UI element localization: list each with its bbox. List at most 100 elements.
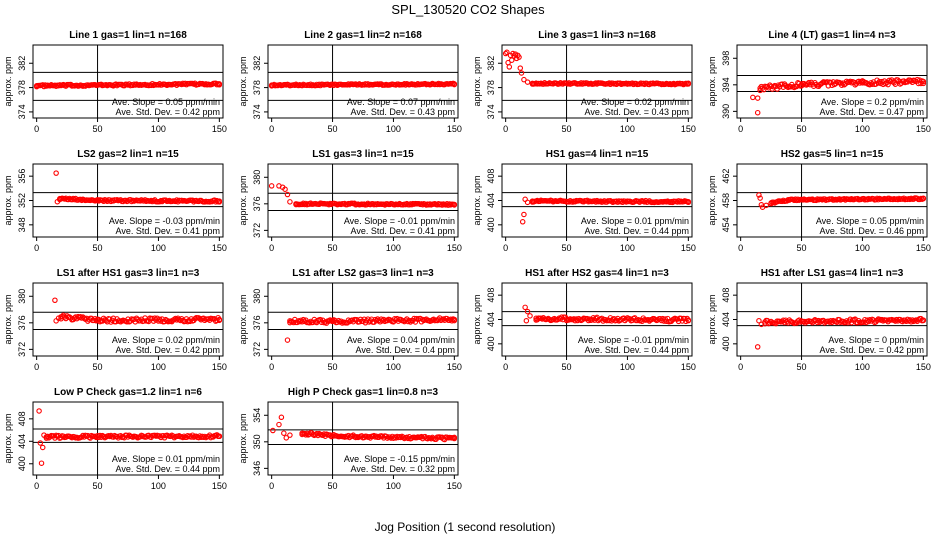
data-point bbox=[287, 199, 293, 205]
y-tick-label: 350 bbox=[252, 434, 262, 449]
data-point bbox=[345, 317, 352, 323]
data-point bbox=[81, 315, 87, 321]
y-tick-label: 458 bbox=[721, 193, 731, 208]
data-point bbox=[201, 433, 208, 440]
ave-std-dev-text: Ave. Std. Dev. = 0.43 ppm bbox=[351, 107, 455, 117]
data-point bbox=[909, 317, 916, 323]
data-point bbox=[124, 319, 130, 325]
data-point bbox=[524, 308, 531, 315]
y-tick-label: 356 bbox=[17, 169, 27, 184]
data-point bbox=[795, 196, 801, 202]
data-point bbox=[516, 54, 522, 60]
ave-std-dev-text: Ave. Std. Dev. = 0.43 ppm bbox=[585, 107, 689, 117]
chart-panel-10: LS1 after LS2 gas=3 lin=1 n=3 0 50 100 150 37… bbox=[238, 268, 462, 372]
chart-panel-6: LS1 gas=3 lin=1 n=15 0 50 100 150 372 376 380 ap… bbox=[238, 149, 462, 253]
x-tick-label: 50 bbox=[93, 481, 103, 491]
data-point bbox=[895, 77, 901, 83]
y-tick-label: 462 bbox=[721, 169, 731, 184]
y-tick-label: 378 bbox=[17, 80, 27, 95]
data-point bbox=[42, 82, 48, 88]
data-point bbox=[521, 211, 527, 218]
data-point bbox=[506, 64, 513, 70]
x-tick-label: 100 bbox=[855, 243, 870, 253]
data-point bbox=[445, 202, 452, 208]
x-tick-label: 100 bbox=[855, 362, 870, 372]
ave-std-dev-text: Ave. Std. Dev. = 0.47 ppm bbox=[820, 107, 924, 117]
data-point bbox=[754, 95, 761, 101]
y-axis-label: approx. ppm bbox=[238, 294, 248, 344]
data-point bbox=[521, 76, 527, 83]
x-tick-label: 50 bbox=[562, 243, 572, 253]
y-tick-label: 380 bbox=[17, 289, 27, 304]
ave-std-dev-text: Ave. Std. Dev. = 0.32 ppm bbox=[351, 464, 455, 474]
ave-std-dev-text: Ave. Std. Dev. = 0.4 ppm bbox=[356, 345, 455, 355]
ave-slope-text: Ave. Slope = 0.01 ppm/min bbox=[112, 454, 220, 464]
data-point bbox=[919, 196, 925, 202]
chart-panel-5: LS2 gas=2 lin=1 n=15 0 50 100 150 348 352 356 ap… bbox=[3, 149, 227, 253]
x-tick-label: 150 bbox=[212, 481, 227, 491]
data-point bbox=[400, 434, 406, 440]
data-point bbox=[754, 109, 761, 116]
x-tick-label: 0 bbox=[738, 362, 743, 372]
x-tick-label: 100 bbox=[855, 124, 870, 134]
data-point bbox=[197, 315, 203, 322]
y-tick-label: 376 bbox=[252, 196, 262, 211]
panel-title: Low P Check gas=1.2 lin=1 n=6 bbox=[54, 387, 202, 398]
x-tick-label: 150 bbox=[212, 362, 227, 372]
data-point bbox=[65, 196, 72, 203]
x-tick-label: 50 bbox=[328, 124, 338, 134]
data-point bbox=[284, 337, 291, 343]
y-tick-label: 400 bbox=[17, 456, 27, 471]
data-point bbox=[920, 195, 927, 202]
data-point bbox=[504, 49, 510, 56]
data-point bbox=[556, 81, 562, 87]
data-point bbox=[278, 414, 285, 421]
x-tick-label: 0 bbox=[269, 362, 274, 372]
x-tick-label: 100 bbox=[151, 362, 166, 372]
x-tick-label: 50 bbox=[562, 362, 572, 372]
data-point bbox=[623, 316, 629, 322]
x-tick-label: 150 bbox=[916, 243, 931, 253]
data-point bbox=[270, 427, 276, 434]
chart-panel-1: Line 1 gas=1 lin=1 n=168 0 50 100 150 374 378 3… bbox=[3, 30, 227, 134]
data-point bbox=[758, 321, 765, 328]
x-tick-label: 150 bbox=[212, 243, 227, 253]
y-tick-label: 408 bbox=[486, 169, 496, 184]
ave-slope-text: Ave. Slope = 0.07 ppm/min bbox=[347, 97, 455, 107]
data-point bbox=[566, 317, 572, 323]
data-point bbox=[450, 80, 456, 87]
y-tick-label: 372 bbox=[252, 342, 262, 357]
x-tick-label: 0 bbox=[738, 243, 743, 253]
data-point bbox=[880, 318, 886, 324]
y-tick-label: 378 bbox=[252, 80, 262, 95]
plot-frame bbox=[32, 44, 224, 119]
panel-title: HS2 gas=5 lin=1 n=15 bbox=[781, 149, 884, 160]
x-tick-label: 0 bbox=[34, 362, 39, 372]
x-tick-label: 0 bbox=[738, 124, 743, 134]
y-tick-label: 346 bbox=[252, 461, 262, 476]
data-point bbox=[422, 80, 428, 87]
data-point bbox=[801, 318, 807, 325]
data-point bbox=[216, 433, 223, 440]
ave-slope-text: Ave. Slope = -0.01 ppm/min bbox=[578, 335, 689, 345]
ave-std-dev-text: Ave. Std. Dev. = 0.42 ppm bbox=[820, 345, 924, 355]
y-tick-label: 374 bbox=[486, 104, 496, 119]
x-tick-label: 150 bbox=[212, 124, 227, 134]
chart-panel-12: HS1 after LS1 gas=4 lin=1 n=3 0 50 100 150 40… bbox=[707, 268, 931, 372]
y-tick-label: 372 bbox=[17, 342, 27, 357]
x-tick-label: 100 bbox=[151, 243, 166, 253]
plot-frame bbox=[32, 282, 224, 357]
y-tick-label: 374 bbox=[17, 104, 27, 119]
panel-title: LS2 gas=2 lin=1 n=15 bbox=[77, 149, 179, 160]
data-point bbox=[331, 82, 337, 89]
figure-x-axis-label: Jog Position (1 second resolution) bbox=[375, 520, 556, 534]
x-tick-label: 150 bbox=[681, 243, 696, 253]
data-point bbox=[148, 197, 154, 204]
chart-panel-9: LS1 after HS1 gas=3 lin=1 n=3 0 50 100 150 37… bbox=[3, 268, 227, 372]
data-point bbox=[401, 81, 408, 87]
data-point bbox=[216, 82, 223, 88]
y-axis-label: approx. ppm bbox=[472, 175, 482, 225]
y-tick-label: 408 bbox=[486, 288, 496, 303]
data-point bbox=[36, 408, 42, 414]
data-point bbox=[184, 318, 191, 325]
